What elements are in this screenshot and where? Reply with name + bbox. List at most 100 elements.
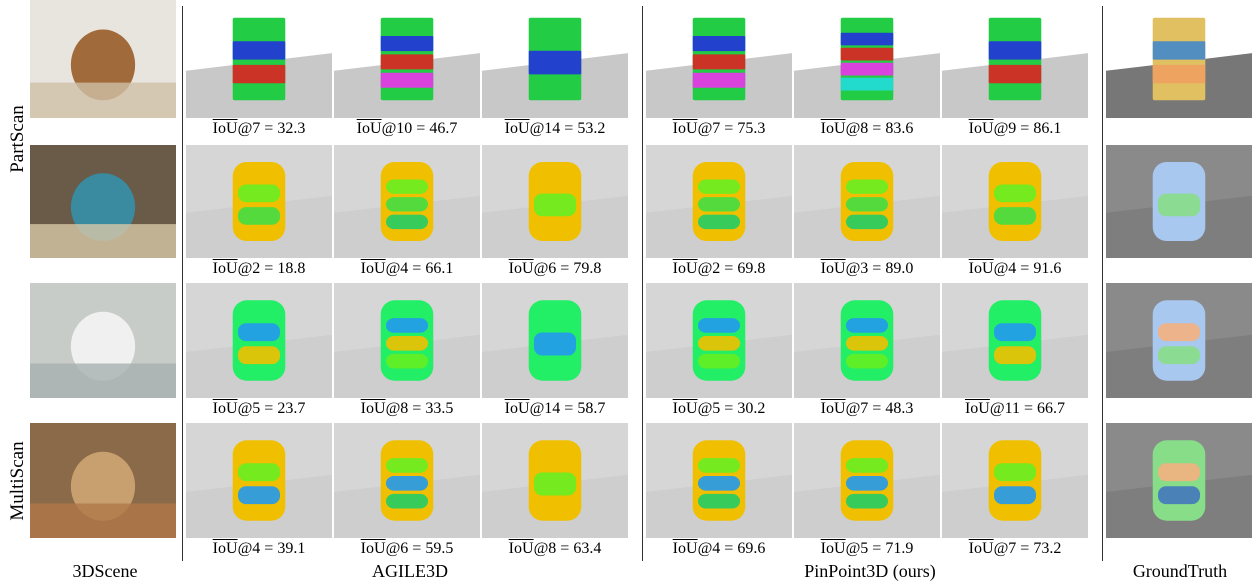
part-segment: [238, 185, 280, 203]
scene-image: [334, 145, 480, 263]
score: @9 = 86.1: [994, 120, 1062, 137]
iou-caption: IoU@4 = 39.1: [186, 540, 332, 558]
score: @2 = 18.8: [238, 260, 306, 277]
separator: [182, 6, 183, 561]
image: [794, 423, 940, 538]
image: [186, 145, 332, 258]
metric: IoU: [673, 400, 698, 417]
score: @10 = 46.7: [382, 120, 458, 137]
metric: IoU: [361, 400, 386, 417]
scene-image: [30, 283, 176, 403]
score: @6 = 59.5: [386, 540, 454, 557]
image: [334, 423, 480, 538]
image: [30, 0, 176, 118]
metric: IoU: [821, 120, 846, 137]
figure: PartScan MultiScan 3DScene AGILE3D PinPo…: [0, 0, 1258, 585]
part-segment: [386, 354, 428, 369]
scene-image: [1106, 283, 1252, 403]
part-segment: [698, 354, 740, 369]
part-segment: [698, 215, 740, 229]
image: [646, 145, 792, 258]
part-segment: [846, 180, 888, 194]
score: @11 = 66.7: [990, 400, 1065, 417]
scene-image: [186, 423, 332, 543]
scene-image: [1106, 423, 1252, 543]
metric: IoU: [505, 400, 530, 417]
iou-caption: IoU@6 = 59.5: [334, 540, 480, 558]
image: [30, 423, 176, 538]
scene-image: [482, 145, 628, 263]
image: [794, 283, 940, 398]
scene-image: [1106, 0, 1252, 123]
column-label: PinPoint3D (ours): [770, 561, 970, 582]
metric: IoU: [673, 540, 698, 557]
floor: [30, 224, 176, 258]
part-segment: [698, 318, 740, 333]
image: [942, 283, 1088, 398]
metric: IoU: [505, 120, 530, 137]
scene-image: [186, 145, 332, 263]
image: [186, 423, 332, 538]
scene-image: [646, 0, 792, 123]
part-segment: [238, 323, 280, 341]
iou-caption: IoU@7 = 75.3: [646, 120, 792, 138]
part-segment: [994, 323, 1036, 341]
image: [482, 0, 628, 118]
part-segment: [994, 207, 1036, 225]
scene-image: [482, 423, 628, 543]
image: [30, 283, 176, 398]
part-segment: [693, 73, 746, 88]
score: @5 = 30.2: [698, 400, 766, 417]
part-segment: [693, 36, 746, 51]
part-segment: [1153, 65, 1206, 83]
image: [334, 0, 480, 118]
scene-image: [646, 145, 792, 263]
iou-caption: IoU@4 = 69.6: [646, 540, 792, 558]
part-segment: [386, 318, 428, 333]
part-segment: [386, 336, 428, 351]
iou-caption: IoU@2 = 18.8: [186, 260, 332, 278]
part-segment: [846, 354, 888, 369]
scene-image: [186, 283, 332, 403]
score: @7 = 48.3: [846, 400, 914, 417]
part-segment: [1153, 41, 1206, 59]
image: [942, 0, 1088, 118]
part-segment: [698, 494, 740, 509]
part-segment: [846, 336, 888, 351]
row-group-label: PartScan: [7, 69, 29, 209]
part-segment: [846, 215, 888, 229]
iou-caption: IoU@10 = 46.7: [334, 120, 480, 138]
part-segment: [994, 185, 1036, 203]
part-segment: [698, 197, 740, 211]
part-segment: [1158, 323, 1200, 341]
part-segment: [841, 63, 894, 76]
part-segment: [534, 472, 576, 495]
metric: IoU: [509, 540, 534, 557]
part-segment: [994, 463, 1036, 481]
part-segment: [534, 332, 576, 355]
scene-image: [334, 0, 480, 123]
score: @7 = 32.3: [238, 120, 306, 137]
part-segment: [846, 494, 888, 509]
score: @3 = 89.0: [846, 260, 914, 277]
floor: [30, 504, 176, 539]
image: [1106, 0, 1252, 118]
part-segment: [381, 54, 434, 69]
score: @8 = 83.6: [846, 120, 914, 137]
metric: IoU: [821, 540, 846, 557]
iou-caption: IoU@4 = 66.1: [334, 260, 480, 278]
part-segment: [698, 476, 740, 491]
iou-caption: IoU@7 = 73.2: [942, 540, 1088, 558]
part-segment: [698, 336, 740, 351]
iou-caption: IoU@7 = 48.3: [794, 400, 940, 418]
part-segment: [994, 346, 1036, 364]
column-label: AGILE3D: [330, 561, 490, 582]
metric: IoU: [969, 260, 994, 277]
scene-image: [942, 145, 1088, 263]
image: [646, 0, 792, 118]
part-segment: [1158, 486, 1200, 504]
part-segment: [381, 36, 434, 51]
scene-image: [482, 283, 628, 403]
part-segment: [238, 486, 280, 504]
part-segment: [233, 65, 286, 83]
